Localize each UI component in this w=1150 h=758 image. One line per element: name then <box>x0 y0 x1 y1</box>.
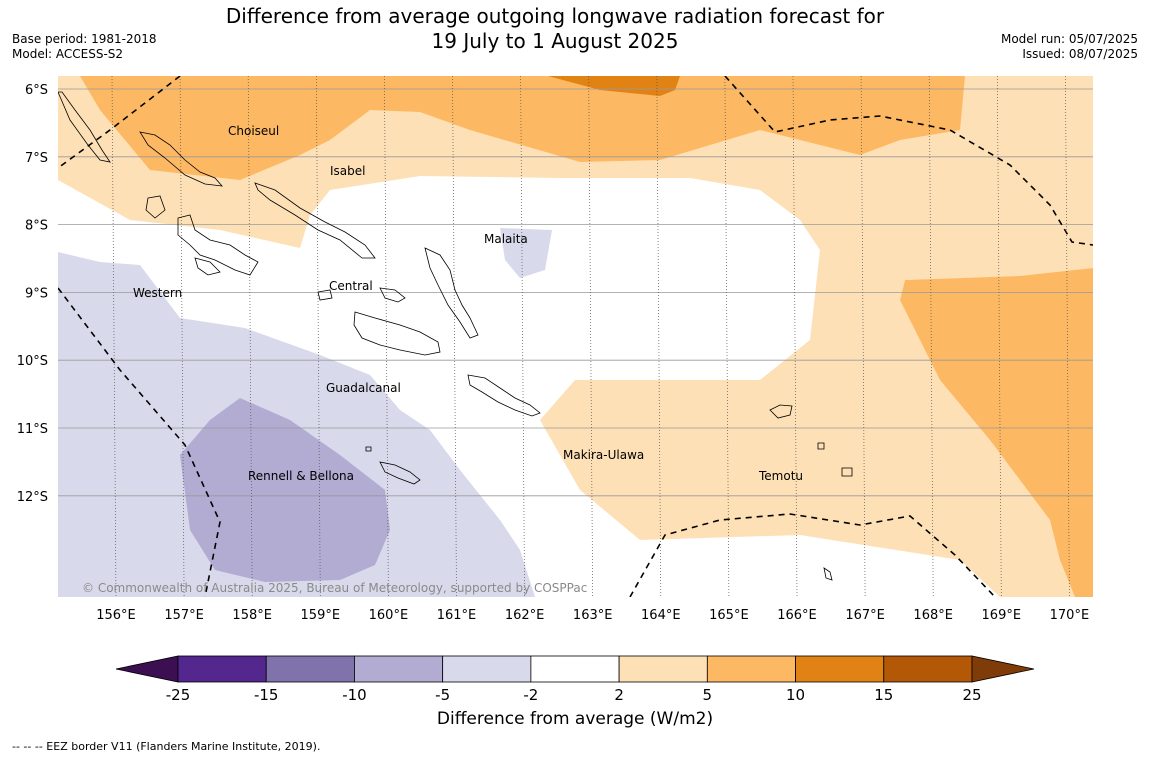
colorbar-extend-high <box>971 655 1035 683</box>
region-labels: Choiseul Isabel Malaita Western Central … <box>133 124 803 483</box>
island-santa-cruz <box>769 404 793 419</box>
island-small-temotu-3 <box>823 567 833 581</box>
island-bougainville <box>58 91 111 163</box>
colorbar-segment <box>354 655 444 683</box>
colorbar-extend-low <box>115 655 179 683</box>
colorbar-tick: -15 <box>254 686 279 704</box>
island-makira <box>467 374 541 417</box>
lat-label: 8°S <box>25 219 48 234</box>
model-name: Model: ACCESS-S2 <box>12 47 124 61</box>
region-label-western: Western <box>133 286 182 300</box>
contour-minus5-to-minus10 <box>180 398 390 582</box>
colorbar-segment <box>265 655 355 683</box>
colorbar-tick: 2 <box>614 686 624 704</box>
island-florida <box>317 287 406 303</box>
colorbar-title: Difference from average (W/m2) <box>436 709 714 729</box>
lat-label: 9°S <box>25 286 48 301</box>
colorbar-tick: -25 <box>166 686 191 704</box>
title-line-2: 19 July to 1 August 2025 <box>431 29 679 53</box>
title-line-1: Difference from average outgoing longwav… <box>225 4 885 28</box>
lat-label: 11°S <box>17 422 48 437</box>
lon-label: 168°E <box>913 608 953 623</box>
lon-label: 159°E <box>301 608 341 623</box>
latitude-labels: 6°S 7°S 8°S 9°S 10°S 11°S 12°S <box>17 83 48 505</box>
region-label-rennell-bellona: Rennell & Bellona <box>248 469 354 483</box>
contour-5-to-10 <box>80 76 1093 597</box>
colorbar-tick: 5 <box>703 686 713 704</box>
island-guadalcanal <box>353 311 441 356</box>
colorbar-segment <box>177 655 267 683</box>
issued-date: Issued: 08/07/2025 <box>1022 47 1138 61</box>
colorbar-tick: -10 <box>342 686 367 704</box>
lon-label: 166°E <box>777 608 817 623</box>
contour-minus2-to-minus5 <box>58 228 552 597</box>
region-label-malaita: Malaita <box>484 232 528 246</box>
region-label-guadalcanal: Guadalcanal <box>326 381 401 395</box>
lon-label: 167°E <box>845 608 885 623</box>
island-malaita <box>424 247 479 339</box>
eez-border-west <box>58 287 221 597</box>
eez-border-northwest <box>58 76 181 169</box>
region-label-isabel: Isabel <box>330 164 365 178</box>
base-period: Base period: 1981-2018 <box>12 32 157 46</box>
eez-borders <box>58 76 1093 597</box>
colorbar-tick: 25 <box>962 686 981 704</box>
gridlines <box>58 76 1093 597</box>
lon-label: 163°E <box>573 608 613 623</box>
island-small-temotu-1 <box>817 442 825 450</box>
eez-border-northeast <box>724 76 1093 246</box>
longitude-labels: 156°E 157°E 158°E 159°E 160°E 161°E 162°E 163°E… <box>96 608 1089 623</box>
model-run: Model run: 05/07/2025 <box>1000 32 1138 46</box>
island-isabel <box>254 182 376 259</box>
colorbar-tick: -5 <box>435 686 450 704</box>
lon-label: 169°E <box>982 608 1022 623</box>
lon-label: 160°E <box>369 608 409 623</box>
lon-label: 162°E <box>505 608 545 623</box>
coastlines <box>58 91 853 581</box>
lon-label: 158°E <box>232 608 272 623</box>
colorbar-segment <box>618 655 708 683</box>
eez-legend-note: -- -- -- EEZ border V11 (Flanders Marine… <box>12 740 321 753</box>
chart-title: Difference from average outgoing longwav… <box>200 4 910 54</box>
colorbar-tick-labels: -25 -15 -10 -5 -2 2 5 10 15 25 <box>166 686 982 704</box>
meta-right: Model run: 05/07/2025 Issued: 08/07/2025 <box>1001 32 1138 62</box>
lat-label: 10°S <box>17 354 48 369</box>
region-label-temotu: Temotu <box>758 469 803 483</box>
eez-border-southeast <box>629 513 996 597</box>
lat-label: 12°S <box>17 490 48 505</box>
region-label-makira-ulawa: Makira-Ulawa <box>563 448 644 462</box>
lon-label: 157°E <box>164 608 204 623</box>
lon-label: 161°E <box>437 608 477 623</box>
lon-label: 165°E <box>709 608 749 623</box>
island-new-georgia <box>177 214 259 276</box>
colorbar-segment <box>883 655 973 683</box>
copyright-notice: © Commonwealth of Australia 2025, Bureau… <box>82 581 587 595</box>
lon-label: 170°E <box>1050 608 1090 623</box>
island-choiseul <box>139 131 223 187</box>
colorbar-tick: 15 <box>874 686 893 704</box>
contour-2-to-5 <box>58 76 1093 597</box>
island-vella <box>145 195 166 219</box>
map-panel: Choiseul Isabel Malaita Western Central … <box>58 76 1093 597</box>
lon-label: 156°E <box>96 608 136 623</box>
lon-label: 164°E <box>641 608 681 623</box>
region-label-central: Central <box>329 279 373 293</box>
region-label-choiseul: Choiseul <box>228 124 279 138</box>
island-rennell <box>379 461 421 485</box>
island-bellona <box>365 446 372 452</box>
colorbar-tick: 10 <box>786 686 805 704</box>
colorbar-segment <box>706 655 796 683</box>
lat-label: 6°S <box>25 83 48 98</box>
meta-left: Base period: 1981-2018 Model: ACCESS-S2 <box>12 32 157 62</box>
colorbar-segment <box>795 655 885 683</box>
lat-label: 7°S <box>25 151 48 166</box>
colorbar-segment <box>442 655 532 683</box>
island-small-temotu-2 <box>841 467 853 477</box>
colorbar <box>115 655 1035 683</box>
contour-10-to-15 <box>548 76 680 96</box>
colorbar-segment <box>530 655 620 683</box>
colorbar-tick: -2 <box>523 686 538 704</box>
